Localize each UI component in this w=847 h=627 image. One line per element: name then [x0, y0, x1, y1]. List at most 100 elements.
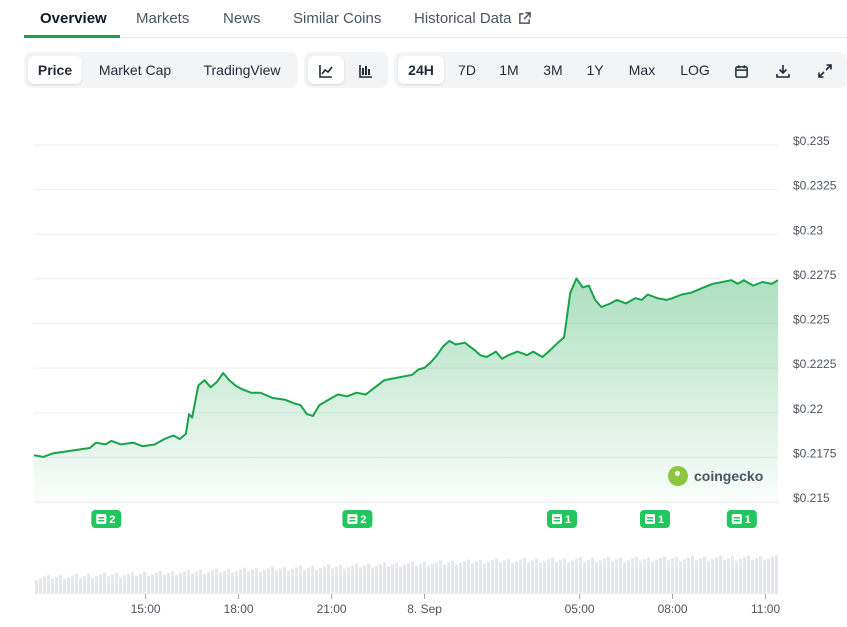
volume-bar — [371, 567, 374, 594]
news-marker[interactable]: 2 — [91, 510, 122, 528]
price-button[interactable]: Price — [28, 56, 82, 84]
range-3m-button[interactable]: 3M — [543, 62, 563, 78]
news-marker[interactable]: 1 — [726, 510, 757, 528]
volume-bar — [391, 564, 394, 594]
range-24h-button[interactable]: 24H — [398, 56, 444, 84]
volume-bar — [331, 568, 334, 594]
volume-bar — [623, 561, 626, 594]
volume-bar — [531, 560, 534, 594]
volume-bar — [407, 563, 410, 594]
volume-bar — [183, 571, 186, 594]
volume-bar — [231, 572, 234, 594]
range-toolbar: 24H 7D 1M 3M 1Y Max LOG — [394, 52, 847, 88]
volume-bar — [263, 570, 266, 594]
volume-bar — [603, 558, 606, 594]
news-icon-line — [733, 517, 740, 519]
download-icon — [776, 65, 790, 79]
volume-bar — [223, 570, 226, 594]
line-chart-icon — [319, 65, 333, 79]
volume-bar — [239, 569, 242, 594]
news-count: 2 — [109, 514, 115, 526]
tab-similar-coins[interactable]: Similar Coins — [293, 10, 382, 27]
x-tick-label: 18:00 — [224, 602, 254, 616]
news-marker[interactable]: 2 — [342, 510, 373, 528]
volume-bar — [771, 556, 774, 594]
calendar-button[interactable] — [726, 56, 756, 84]
volume-bar — [247, 571, 250, 594]
download-button[interactable] — [768, 56, 798, 84]
price-line — [33, 277, 779, 458]
volume-bar — [651, 561, 654, 594]
volume-bar — [483, 563, 486, 594]
volume-bar — [555, 561, 558, 594]
volume-bar — [67, 577, 70, 594]
volume-bar — [323, 566, 326, 594]
volume-bar — [647, 557, 650, 594]
volume-bar — [399, 566, 402, 594]
volume-bar — [315, 569, 318, 594]
volume-bar — [119, 576, 122, 594]
volume-bar — [423, 561, 426, 594]
range-1y-button[interactable]: 1Y — [586, 62, 604, 78]
candlestick-button[interactable] — [348, 56, 384, 84]
market-cap-button[interactable]: Market Cap — [98, 62, 172, 78]
tab-news[interactable]: News — [223, 10, 261, 27]
news-marker[interactable]: 1 — [640, 510, 670, 528]
volume-bar — [299, 565, 302, 594]
tab-markets[interactable]: Markets — [136, 10, 190, 27]
volume-bar — [639, 560, 642, 594]
volume-bar — [591, 558, 594, 594]
volume-bar — [227, 568, 230, 594]
volume-bar — [583, 561, 586, 594]
tradingview-button[interactable]: TradingView — [203, 62, 281, 78]
volume-bar — [435, 562, 438, 594]
volume-bar — [775, 555, 778, 594]
coingecko-watermark: coingecko — [668, 465, 763, 487]
tab-overview[interactable]: Overview — [40, 10, 107, 27]
news-icon — [731, 514, 742, 524]
expand-icon — [818, 64, 832, 79]
volume-bar — [575, 558, 578, 594]
volume-bar — [643, 559, 646, 594]
volume-bar — [739, 558, 742, 594]
y-tick-label: $0.225 — [793, 313, 830, 327]
range-7d-button[interactable]: 7D — [458, 62, 476, 78]
volume-bar — [759, 556, 762, 594]
volume-bar — [551, 557, 554, 594]
volume-bar — [159, 570, 162, 594]
news-icon-line — [349, 517, 356, 519]
volume-bar — [655, 559, 658, 594]
volume-bar — [195, 571, 198, 594]
news-count: 1 — [565, 514, 571, 526]
volume-bar — [479, 559, 482, 594]
volume-bar — [475, 561, 478, 594]
volume-bar — [107, 576, 110, 594]
range-1m-button[interactable]: 1M — [499, 62, 519, 78]
gecko-logo-icon — [668, 466, 688, 486]
log-scale-button[interactable]: LOG — [680, 62, 710, 78]
volume-bar — [59, 575, 62, 594]
volume-bar — [87, 574, 90, 594]
news-marker[interactable]: 1 — [547, 510, 577, 528]
volume-bar — [443, 564, 446, 594]
volume-bar — [571, 560, 574, 594]
range-max-button[interactable]: Max — [628, 62, 656, 78]
line-chart-button[interactable] — [308, 56, 344, 84]
volume-bar — [63, 578, 66, 594]
x-tick-label: 05:00 — [565, 602, 595, 616]
fullscreen-button[interactable] — [810, 56, 840, 84]
volume-bar — [351, 565, 354, 594]
volume-bar — [503, 560, 506, 594]
volume-bar — [687, 557, 690, 594]
volume-bar — [163, 574, 166, 594]
tab-historical-data[interactable]: Historical Data — [414, 10, 531, 27]
volume-bar — [179, 573, 182, 594]
news-icon-line — [554, 517, 560, 519]
volume-bar — [411, 561, 414, 594]
volume-bar — [251, 569, 254, 594]
volume-bar — [735, 560, 738, 594]
watermark-text: coingecko — [694, 468, 764, 484]
volume-bar — [767, 558, 770, 594]
volume-bar — [219, 572, 222, 594]
